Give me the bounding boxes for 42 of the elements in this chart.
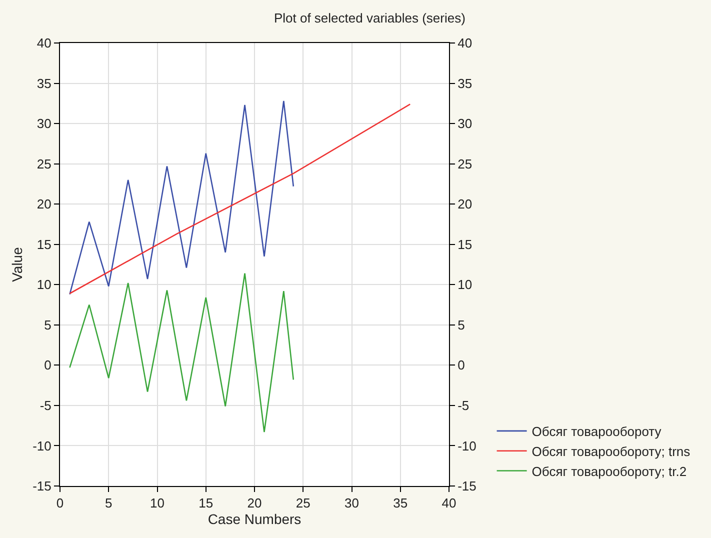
y-tick-label: 25 bbox=[36, 156, 52, 172]
line-series bbox=[69, 272, 294, 433]
x-tick-label: 35 bbox=[393, 496, 408, 511]
x-tick-label: 5 bbox=[105, 496, 112, 511]
y-tick-label: 30 bbox=[36, 116, 52, 132]
y2-tick-label: 35 bbox=[458, 76, 472, 91]
line-series bbox=[69, 100, 294, 295]
legend-label: Обсяг товарообороту bbox=[532, 424, 662, 440]
x-tick-label: 25 bbox=[296, 496, 310, 511]
y2-tick-label: 0 bbox=[458, 358, 465, 373]
x-tick-label: 15 bbox=[198, 496, 214, 511]
y-tick-label: 10 bbox=[36, 277, 52, 292]
y2-tick-label: 15 bbox=[458, 236, 472, 252]
y-tick-label: -10 bbox=[32, 438, 52, 454]
y-tick-label: -5 bbox=[40, 398, 52, 413]
x-tick-label: 0 bbox=[56, 496, 64, 511]
x-tick-label: 40 bbox=[442, 496, 456, 511]
y2-tick-label: -10 bbox=[458, 438, 476, 454]
y2-tick-label: -15 bbox=[458, 478, 476, 494]
y-tick-label: 35 bbox=[36, 76, 52, 91]
y-tick-label: 20 bbox=[36, 196, 52, 212]
line-series bbox=[69, 104, 411, 294]
x-tick-label: 20 bbox=[247, 496, 262, 511]
x-axis-title: Case Numbers bbox=[208, 510, 302, 527]
y-tick-label: 15 bbox=[36, 236, 52, 252]
y-tick-label: 0 bbox=[44, 358, 52, 373]
y2-tick-label: 40 bbox=[458, 36, 472, 51]
y-axis-title: Value bbox=[9, 246, 26, 282]
y-tick-label: -15 bbox=[32, 478, 52, 494]
y2-tick-label: 10 bbox=[458, 277, 472, 292]
y2-tick-label: 5 bbox=[458, 317, 465, 332]
legend-label: Обсяг товарообороту; trns bbox=[532, 444, 691, 459]
y2-tick-label: 25 bbox=[458, 156, 472, 172]
y2-tick-label: 20 bbox=[458, 196, 472, 212]
x-tick-label: 10 bbox=[150, 496, 164, 511]
legend-label: Обсяг товарообороту; tr.2 bbox=[532, 464, 687, 479]
chart-title: Plot of selected variables (series) bbox=[274, 10, 466, 26]
x-tick-label: 30 bbox=[344, 496, 359, 511]
y2-tick-label: 30 bbox=[458, 116, 472, 132]
y-tick-label: 5 bbox=[44, 317, 52, 332]
y2-tick-label: -5 bbox=[458, 398, 470, 413]
y-tick-label: 40 bbox=[36, 36, 52, 51]
